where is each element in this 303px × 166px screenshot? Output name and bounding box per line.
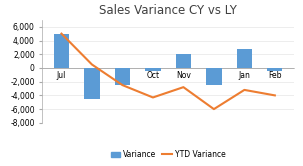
Bar [145, 68, 161, 71]
Bar [84, 68, 100, 99]
Bar [115, 68, 130, 85]
Bar [176, 54, 191, 68]
Title: Sales Variance CY vs LY: Sales Variance CY vs LY [99, 4, 237, 17]
Legend: Variance, YTD Variance: Variance, YTD Variance [108, 147, 228, 162]
Bar [54, 34, 69, 68]
Bar [267, 68, 282, 71]
Bar [206, 68, 221, 85]
Bar [237, 49, 252, 68]
